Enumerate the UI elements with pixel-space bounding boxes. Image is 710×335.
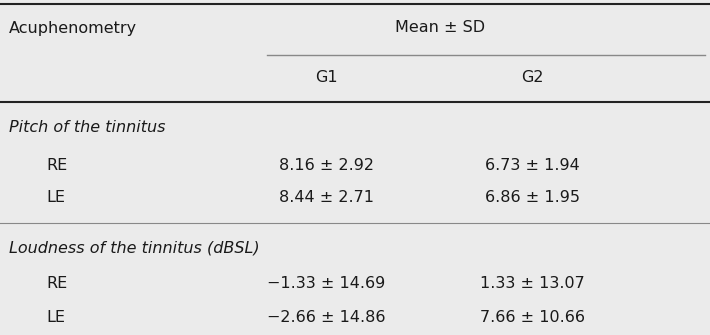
Text: Acuphenometry: Acuphenometry xyxy=(9,20,136,36)
Text: 6.73 ± 1.94: 6.73 ± 1.94 xyxy=(485,157,580,173)
Text: LE: LE xyxy=(46,311,65,326)
Text: LE: LE xyxy=(46,191,65,205)
Text: RE: RE xyxy=(46,276,67,291)
Text: Mean ± SD: Mean ± SD xyxy=(395,20,485,36)
Text: RE: RE xyxy=(46,157,67,173)
Text: 8.44 ± 2.71: 8.44 ± 2.71 xyxy=(279,191,374,205)
Text: G2: G2 xyxy=(521,70,544,85)
Text: 8.16 ± 2.92: 8.16 ± 2.92 xyxy=(279,157,374,173)
Text: Loudness of the tinnitus (dBSL): Loudness of the tinnitus (dBSL) xyxy=(9,241,259,256)
Text: 6.86 ± 1.95: 6.86 ± 1.95 xyxy=(485,191,580,205)
Text: −1.33 ± 14.69: −1.33 ± 14.69 xyxy=(268,276,386,291)
Text: 7.66 ± 10.66: 7.66 ± 10.66 xyxy=(480,311,585,326)
Text: Pitch of the tinnitus: Pitch of the tinnitus xyxy=(9,121,165,135)
Text: G1: G1 xyxy=(315,70,338,85)
Text: 1.33 ± 13.07: 1.33 ± 13.07 xyxy=(480,276,585,291)
Text: −2.66 ± 14.86: −2.66 ± 14.86 xyxy=(268,311,386,326)
